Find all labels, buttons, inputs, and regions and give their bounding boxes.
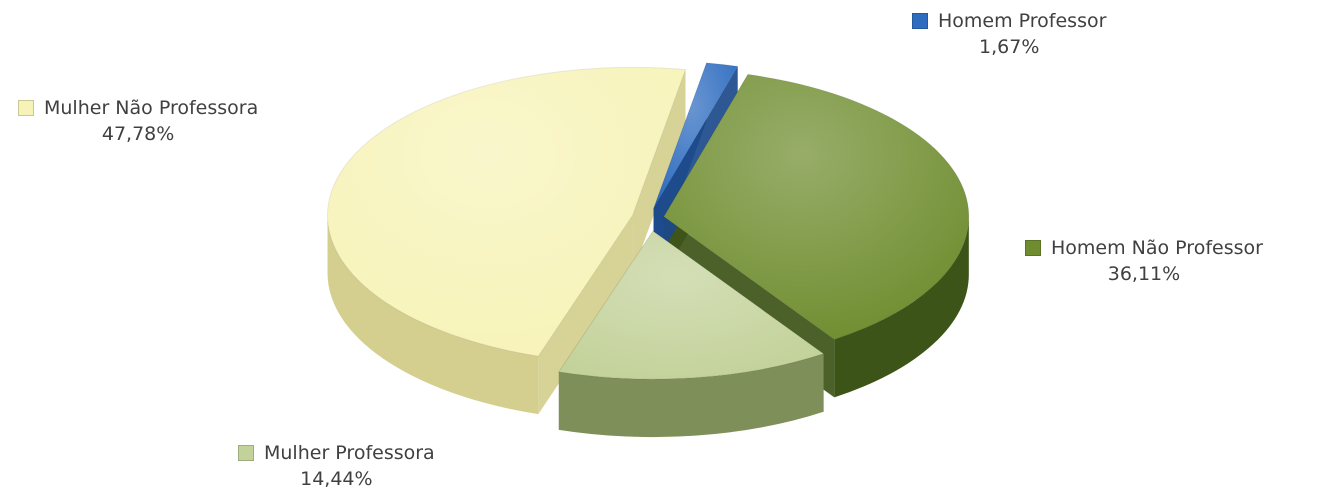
slice-value-mulher-nao-professora: 47,78% <box>101 123 175 145</box>
slice-highlight-homem-nao-professor <box>663 74 969 340</box>
slice-value-mulher-professora: 14,44% <box>300 468 373 490</box>
legend-swatch-mulher-professora <box>238 445 254 461</box>
legend-swatch-homem-professor <box>912 13 928 29</box>
slice-name-mulher-nao-professora: Mulher Não Professora <box>44 97 259 119</box>
slice-highlight-mulher-nao-professora <box>327 67 686 357</box>
slice-highlight-mulher-professora <box>558 231 824 380</box>
slice-name-homem-professor: Homem Professor <box>938 10 1107 32</box>
slice-name-homem-nao-professor: Homem Não Professor <box>1051 237 1263 259</box>
slice-side-mulher-professora <box>558 353 824 438</box>
slice-highlight-homem-professor <box>653 62 738 209</box>
legend-swatch-mulher-nao-professora <box>18 100 34 116</box>
slice-value-homem-professor: 1,67% <box>979 36 1040 58</box>
label-homem-nao-professor: Homem Não Professor 36,11% <box>1025 235 1263 287</box>
slice-name-mulher-professora: Mulher Professora <box>264 442 435 464</box>
slice-side-mulher-nao-professora <box>327 215 539 415</box>
slice-value-homem-nao-professor: 36,11% <box>1107 263 1181 285</box>
slice-side-homem-nao-professor <box>834 216 969 398</box>
slice-cut-face-mulher-nao-professora-1 <box>632 69 686 274</box>
label-mulher-nao-professora: Mulher Não Professora 47,78% <box>18 95 258 147</box>
label-homem-professor: Homem Professor 1,67% <box>912 8 1106 60</box>
label-mulher-professora: Mulher Professora 14,44% <box>238 440 435 492</box>
slice-cut-face-mulher-nao-professora-0 <box>538 215 633 415</box>
legend-swatch-homem-nao-professor <box>1025 240 1041 256</box>
